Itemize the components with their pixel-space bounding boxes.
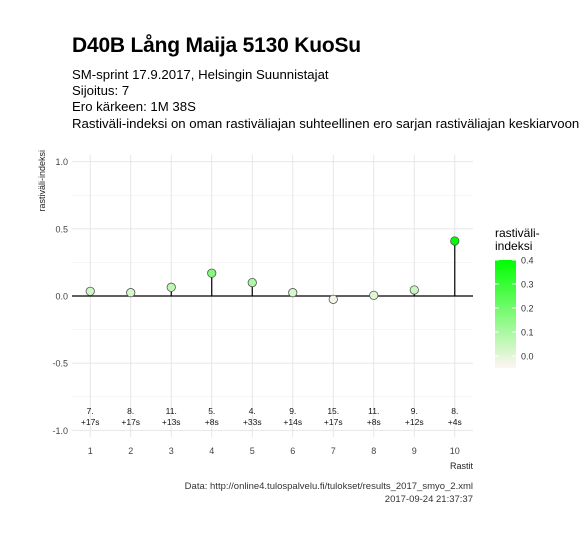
data-point [126,288,136,298]
legend-tick-label: 0.4 [521,256,534,266]
x-tick-label: 6 [290,446,295,456]
data-point [450,236,460,246]
point-label-rank: 15. [327,406,339,416]
subtitle-line-4: Rastiväli-indeksi on oman rastiväliajan … [72,116,580,131]
point-label-rank: 8. [451,406,458,416]
x-tick-label: 10 [450,446,460,456]
x-tick-label: 4 [209,446,214,456]
data-source-caption: Data: http://online4.tulospalvelu.fi/tul… [184,481,473,492]
point-label-diff: +8s [367,417,381,427]
point-label-diff: +33s [243,417,262,427]
x-tick-label: 2 [128,446,133,456]
point-label-rank: 9. [411,406,418,416]
y-tick-label: -0.5 [52,359,68,369]
y-tick-label: 0.5 [55,224,68,234]
x-tick-label: 5 [250,446,255,456]
data-point [247,277,257,288]
data-point [166,282,176,292]
subtitle-line-1: SM-sprint 17.9.2017, Helsingin Suunnista… [72,67,329,82]
y-axis-title: rastiväli-indeksi [37,150,47,212]
point-label-rank: 11. [368,406,379,416]
y-tick-label: 0.0 [55,292,68,302]
point-label-diff: +17s [121,417,140,427]
data-point [409,285,419,295]
legend-tick-label: 0.3 [521,280,534,290]
point-label-diff: +17s [81,417,100,427]
x-tick-label: 8 [371,446,376,456]
point-label-rank: 11. [166,406,177,416]
subtitle-line-2: Sijoitus: 7 [72,83,130,98]
legend-tick-label: 0.0 [521,352,534,362]
point-label-diff: +8s [205,417,219,427]
point-label-diff: +4s [448,417,462,427]
data-point [328,294,338,304]
point-label-diff: +12s [405,417,424,427]
point-label-rank: 4. [249,406,256,416]
legend-colorbar [495,260,516,368]
subtitle-line-3: Ero kärkeen: 1M 38S [72,99,196,114]
data-point [288,288,298,298]
timestamp-caption: 2017-09-24 21:37:37 [384,494,473,505]
chart-title: D40B Lång Maija 5130 KuoSu [72,34,361,57]
point-label-rank: 9. [289,406,296,416]
legend-tick-label: 0.2 [521,304,534,314]
point-label-rank: 8. [127,406,134,416]
x-axis-title: Rastit [450,461,474,471]
point-label-diff: +17s [324,417,343,427]
data-point [85,286,95,296]
x-tick-label: 9 [412,446,417,456]
point-label-rank: 7. [87,406,94,416]
point-label-diff: +14s [283,417,302,427]
x-tick-label: 1 [88,446,93,456]
point-label-diff: +13s [162,417,181,427]
legend-title: rastiväli- [495,226,540,240]
y-tick-label: -1.0 [52,426,68,436]
x-tick-label: 3 [169,446,174,456]
y-tick-label: 1.0 [55,157,68,167]
legend-title: indeksi [495,239,532,253]
data-point [207,268,217,278]
x-tick-label: 7 [331,446,336,456]
legend-tick-label: 0.1 [521,328,534,338]
point-label-rank: 5. [208,406,215,416]
data-point [369,290,379,300]
